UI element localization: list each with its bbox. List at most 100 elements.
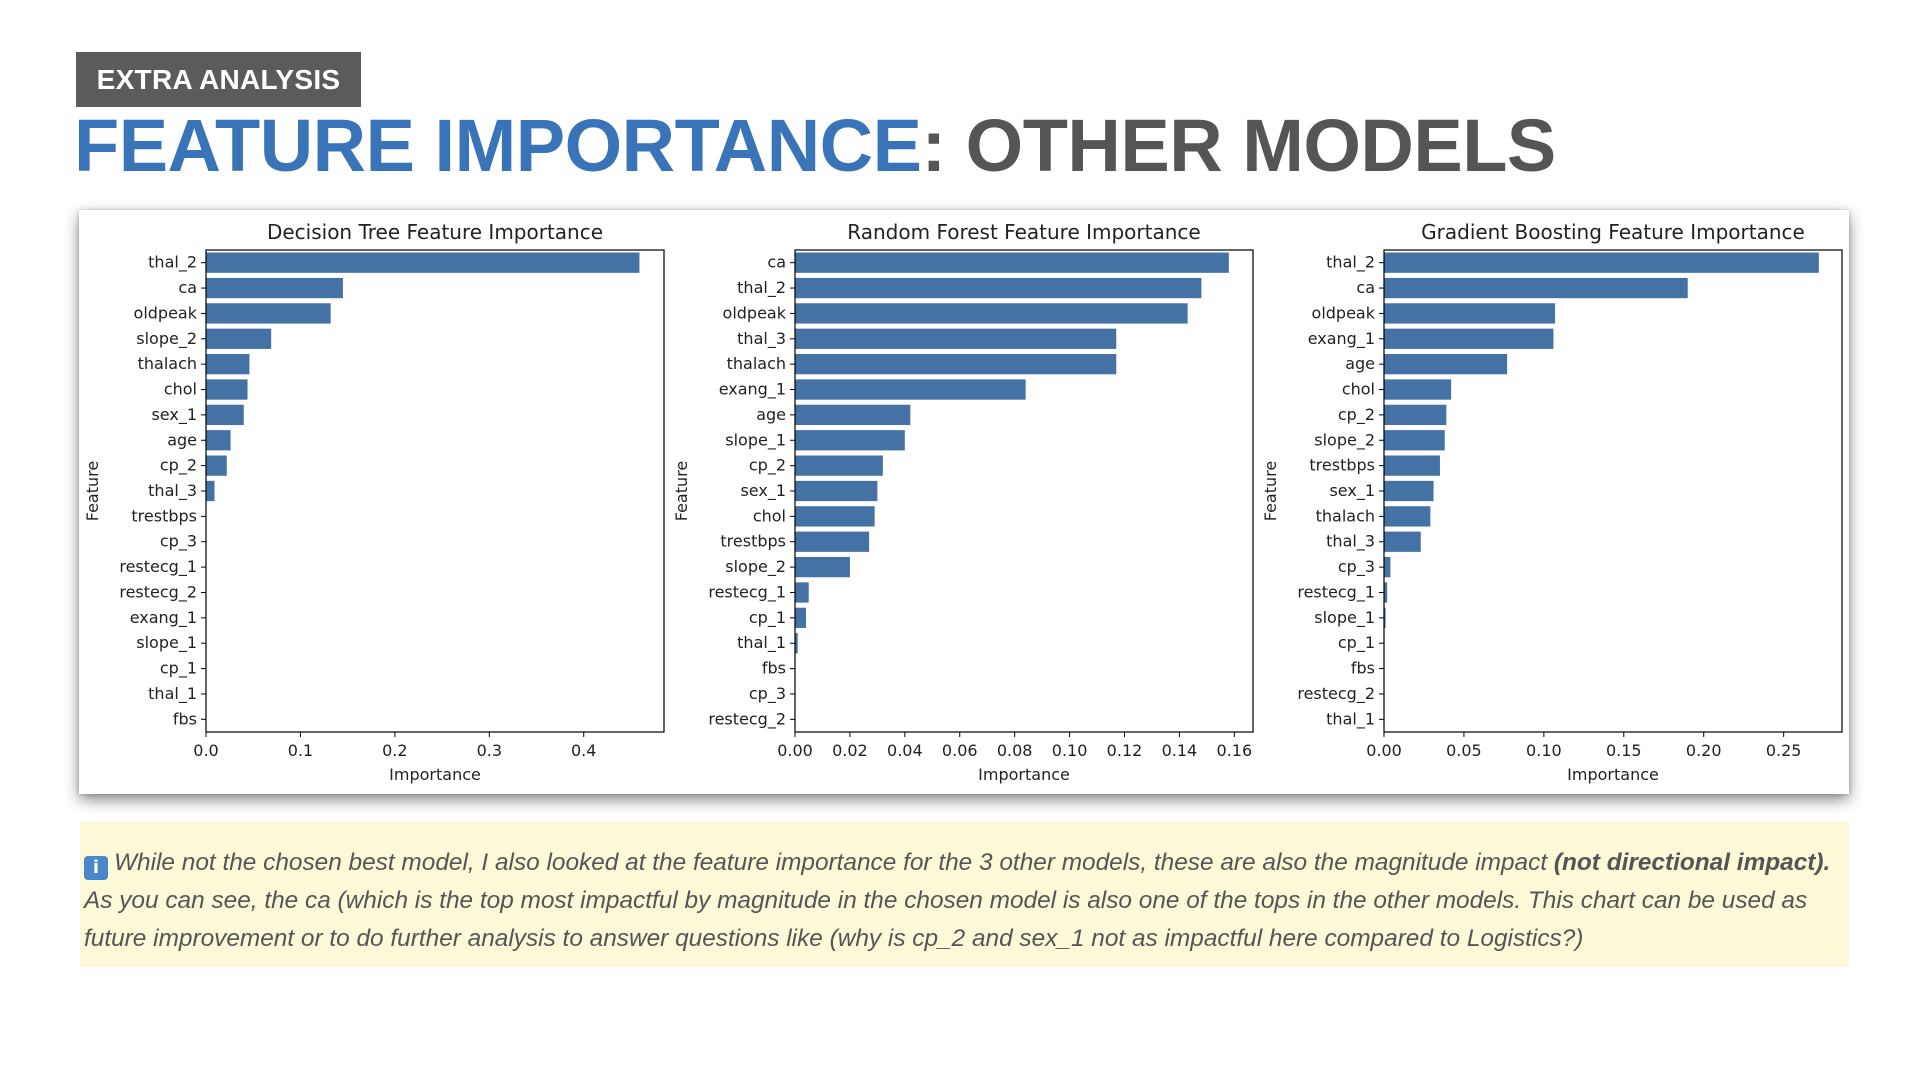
bar-1-5: [795, 379, 1026, 400]
ytick-label-1-3: thal_3: [737, 329, 786, 349]
ytick-label-1-15: thal_1: [737, 633, 786, 653]
chart-title-0: Decision Tree Feature Importance: [267, 220, 603, 244]
bar-1-9: [795, 480, 878, 502]
xtick-label-1-1: 0.02: [832, 741, 868, 760]
ytick-label-0-16: cp_1: [160, 659, 197, 679]
bar-1-2: [795, 303, 1188, 324]
ytick-label-1-0: ca: [767, 253, 786, 272]
ytick-label-0-15: slope_1: [136, 633, 197, 653]
ytick-label-2-4: age: [1345, 354, 1375, 373]
xtick-label-1-3: 0.06: [942, 741, 978, 760]
bar-2-11: [1384, 531, 1421, 552]
ytick-label-0-13: restecg_2: [119, 582, 197, 602]
ytick-label-1-16: fbs: [762, 659, 786, 678]
ylabel-0: Feature: [83, 461, 102, 521]
ytick-label-1-10: chol: [753, 506, 786, 525]
ytick-label-1-1: thal_2: [737, 278, 786, 298]
bar-2-3: [1384, 328, 1554, 349]
ytick-label-2-14: slope_1: [1314, 608, 1375, 628]
bar-0-3: [206, 328, 272, 349]
section-tag: EXTRA ANALYSIS: [76, 52, 361, 107]
xtick-label-0-1: 0.1: [288, 741, 313, 760]
ytick-label-0-0: thal_2: [148, 253, 197, 273]
bar-0-4: [206, 354, 250, 375]
ytick-label-0-7: age: [167, 430, 197, 449]
ylabel-1: Feature: [672, 461, 691, 521]
ytick-label-2-3: exang_1: [1308, 329, 1375, 349]
bar-0-7: [206, 430, 231, 451]
ytick-label-0-18: fbs: [173, 709, 197, 728]
ytick-label-0-8: cp_2: [160, 456, 197, 476]
ytick-label-2-10: thalach: [1316, 506, 1375, 525]
bar-2-1: [1384, 277, 1688, 299]
ytick-label-2-8: trestbps: [1309, 456, 1375, 475]
chart-title-2: Gradient Boosting Feature Importance: [1421, 220, 1805, 244]
ytick-label-1-17: cp_3: [749, 684, 786, 704]
feature-importance-charts: Decision Tree Feature Importancethal_2ca…: [83, 220, 1843, 784]
bar-1-4: [795, 354, 1117, 375]
xtick-label-1-7: 0.14: [1162, 741, 1198, 760]
xtick-label-1-2: 0.04: [887, 741, 923, 760]
xlabel-0: Importance: [389, 765, 481, 784]
ytick-label-2-11: thal_3: [1326, 532, 1375, 552]
bar-0-2: [206, 303, 331, 324]
xtick-label-0-2: 0.2: [382, 741, 407, 760]
ytick-label-2-1: ca: [1356, 278, 1375, 297]
bar-0-0: [206, 252, 640, 273]
bar-1-8: [795, 455, 883, 476]
note-bold-text: (not directional impact).: [1553, 849, 1831, 876]
xtick-label-2-5: 0.25: [1766, 741, 1802, 760]
ytick-label-1-4: thalach: [727, 354, 786, 373]
note-text-2: As you can see, the ca (which is the top…: [84, 887, 1808, 952]
ytick-label-1-9: sex_1: [740, 481, 786, 501]
xtick-label-2-4: 0.20: [1686, 741, 1722, 760]
bar-2-12: [1384, 556, 1391, 578]
ytick-label-1-12: slope_2: [725, 557, 786, 577]
ytick-label-2-6: cp_2: [1338, 405, 1375, 425]
plot-frame-1: [794, 249, 1254, 733]
ytick-label-1-14: cp_1: [749, 608, 786, 628]
plot-frame-2: [1383, 249, 1843, 733]
info-icon: i: [84, 856, 108, 880]
xtick-label-2-1: 0.05: [1446, 741, 1482, 760]
ytick-label-0-4: thalach: [138, 354, 197, 373]
ytick-label-2-16: fbs: [1351, 659, 1375, 678]
ytick-label-2-15: cp_1: [1338, 633, 1375, 653]
bar-1-12: [795, 556, 850, 578]
ytick-label-2-5: chol: [1342, 380, 1375, 399]
xtick-label-0-3: 0.3: [477, 741, 502, 760]
charts-panel: Decision Tree Feature Importance thal_2 ca…: [79, 210, 1849, 794]
ytick-label-0-3: slope_2: [136, 329, 197, 349]
xtick-label-2-0: 0.00: [1366, 741, 1402, 760]
bar-2-9: [1384, 480, 1434, 502]
bar-0-1: [206, 277, 343, 299]
bar-0-9: [206, 480, 215, 502]
bar-2-7: [1384, 430, 1445, 451]
plot-frame-0: [205, 249, 665, 733]
bar-1-7: [795, 430, 905, 451]
ytick-label-1-7: slope_1: [725, 430, 786, 450]
bar-2-14: [1384, 607, 1386, 628]
bar-1-11: [795, 531, 870, 552]
ylabel-2: Feature: [1261, 461, 1280, 521]
ytick-label-2-17: restecg_2: [1297, 684, 1375, 704]
bar-2-8: [1384, 455, 1440, 476]
ytick-label-0-11: cp_3: [160, 532, 197, 552]
ytick-label-2-9: sex_1: [1329, 481, 1375, 501]
ytick-label-2-13: restecg_1: [1297, 582, 1375, 602]
ytick-label-0-5: chol: [164, 380, 197, 399]
page-title-rest: : OTHER MODELS: [921, 104, 1556, 187]
bar-1-3: [795, 328, 1117, 349]
xtick-label-2-2: 0.10: [1526, 741, 1562, 760]
page-title: FEATURE IMPORTANCE: OTHER MODELS: [74, 104, 1556, 188]
xtick-label-1-5: 0.10: [1052, 741, 1088, 760]
xtick-label-1-6: 0.12: [1107, 741, 1143, 760]
chart-title-1: Random Forest Feature Importance: [847, 220, 1200, 244]
bar-0-6: [206, 404, 244, 426]
ytick-label-2-12: cp_3: [1338, 557, 1375, 577]
xtick-label-1-0: 0.00: [777, 741, 813, 760]
bar-0-5: [206, 379, 248, 400]
bar-2-4: [1384, 354, 1508, 375]
bar-2-10: [1384, 506, 1431, 527]
ytick-label-1-13: restecg_1: [708, 582, 786, 602]
